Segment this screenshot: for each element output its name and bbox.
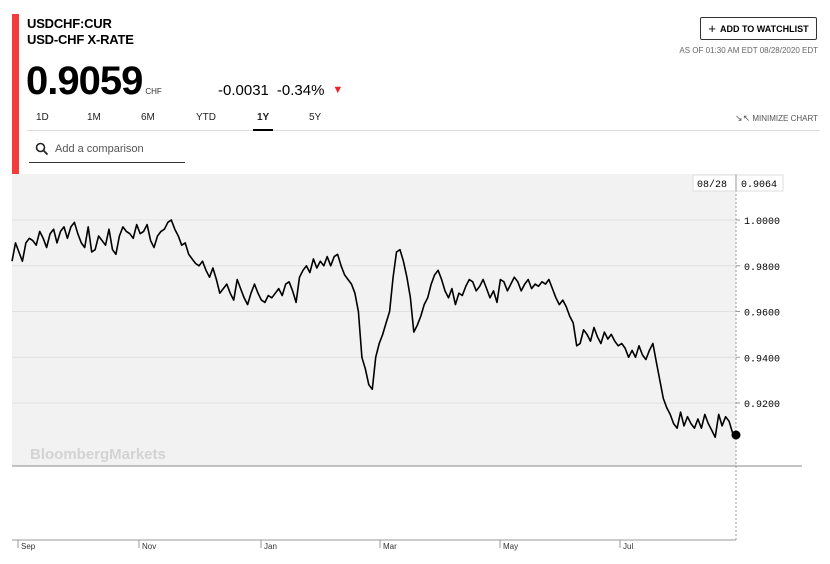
accent-bar (12, 14, 19, 264)
ticker-symbol: USDCHF:CUR (27, 16, 112, 31)
tab-ytd[interactable]: YTD (196, 112, 216, 123)
watermark: BloombergMarkets (30, 446, 166, 463)
change-value: -0.0031 (218, 82, 269, 99)
price-change: -0.0031 -0.34% ▼ (218, 82, 343, 99)
last-price-dot (731, 430, 741, 440)
search-icon (35, 142, 49, 156)
y-tick-label: 0.9200 (744, 400, 780, 411)
y-tick-label: 0.9400 (744, 354, 780, 365)
chart-plot-background (12, 174, 736, 466)
current-price: 0.9059 (26, 59, 143, 103)
timeframe-tabs: 1D 1M 6M YTD 1Y 5Y (27, 108, 820, 131)
comparison-search (29, 136, 185, 163)
change-percent: -0.34% (276, 82, 325, 99)
x-tick-label: Jan (264, 542, 277, 551)
currency-label: CHF (145, 87, 162, 96)
y-tick-label: 1.0000 (744, 217, 780, 228)
y-axis: 1.0000 0.9800 0.9600 0.9400 0.9200 (736, 217, 780, 411)
crosshair-date: 08/28 (697, 179, 727, 191)
y-tick-label: 0.9600 (744, 309, 780, 320)
tab-1m[interactable]: 1M (87, 112, 101, 123)
tab-6m[interactable]: 6M (141, 112, 155, 123)
tab-1y[interactable]: 1Y (252, 112, 274, 131)
search-input[interactable] (53, 142, 177, 156)
tab-5y[interactable]: 5Y (309, 112, 322, 123)
ticker-header: USDCHF:CUR USD-CHF X-RATE (27, 16, 134, 48)
tab-1d[interactable]: 1D (36, 112, 49, 123)
grid-lines (12, 219, 736, 404)
minimize-chart-button[interactable]: ↘↖ MINIMIZE CHART (735, 113, 818, 124)
x-tick-label: Nov (142, 542, 156, 551)
x-tick-label: May (503, 542, 518, 551)
x-axis: Sep Nov Jan Mar May Jul (17, 540, 633, 551)
minimize-label: MINIMIZE CHART (752, 114, 818, 123)
watchlist-label: ADD TO WATCHLIST (719, 23, 809, 34)
price-series-line (11, 219, 737, 439)
crosshair-label: 08/28 0.9064 (692, 174, 784, 192)
crosshair-value: 0.9064 (741, 180, 777, 191)
add-to-watchlist-button[interactable]: + ADD TO WATCHLIST (700, 17, 817, 40)
x-tick-label: Sep (21, 542, 36, 551)
ticker-name: USD-CHF X-RATE (27, 32, 134, 47)
x-tick-label: Mar (383, 542, 397, 551)
plus-icon: + (708, 21, 716, 36)
y-tick-label: 0.9800 (744, 263, 780, 274)
price-row: 0.9059 CHF (26, 58, 162, 104)
down-arrow-icon: ▼ (332, 84, 344, 96)
x-tick-label: Jul (623, 542, 633, 551)
as-of-timestamp: AS OF 01:30 AM EDT 08/28/2020 EDT (679, 46, 818, 55)
minimize-icon: ↘↖ (735, 113, 751, 123)
